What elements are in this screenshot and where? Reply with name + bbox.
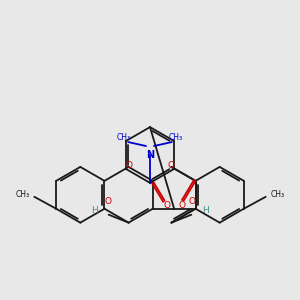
Text: O: O: [104, 197, 111, 206]
Text: O: O: [125, 161, 132, 170]
Text: H: H: [92, 206, 98, 215]
Text: CH₃: CH₃: [117, 133, 131, 142]
Text: N: N: [146, 150, 154, 160]
Text: CH₃: CH₃: [169, 133, 183, 142]
Text: O: O: [163, 201, 170, 210]
Text: CH₃: CH₃: [15, 190, 29, 199]
Text: O: O: [189, 197, 196, 206]
Text: O: O: [178, 201, 185, 210]
Text: O: O: [168, 161, 175, 170]
Text: H: H: [202, 206, 208, 215]
Text: CH₃: CH₃: [271, 190, 285, 199]
